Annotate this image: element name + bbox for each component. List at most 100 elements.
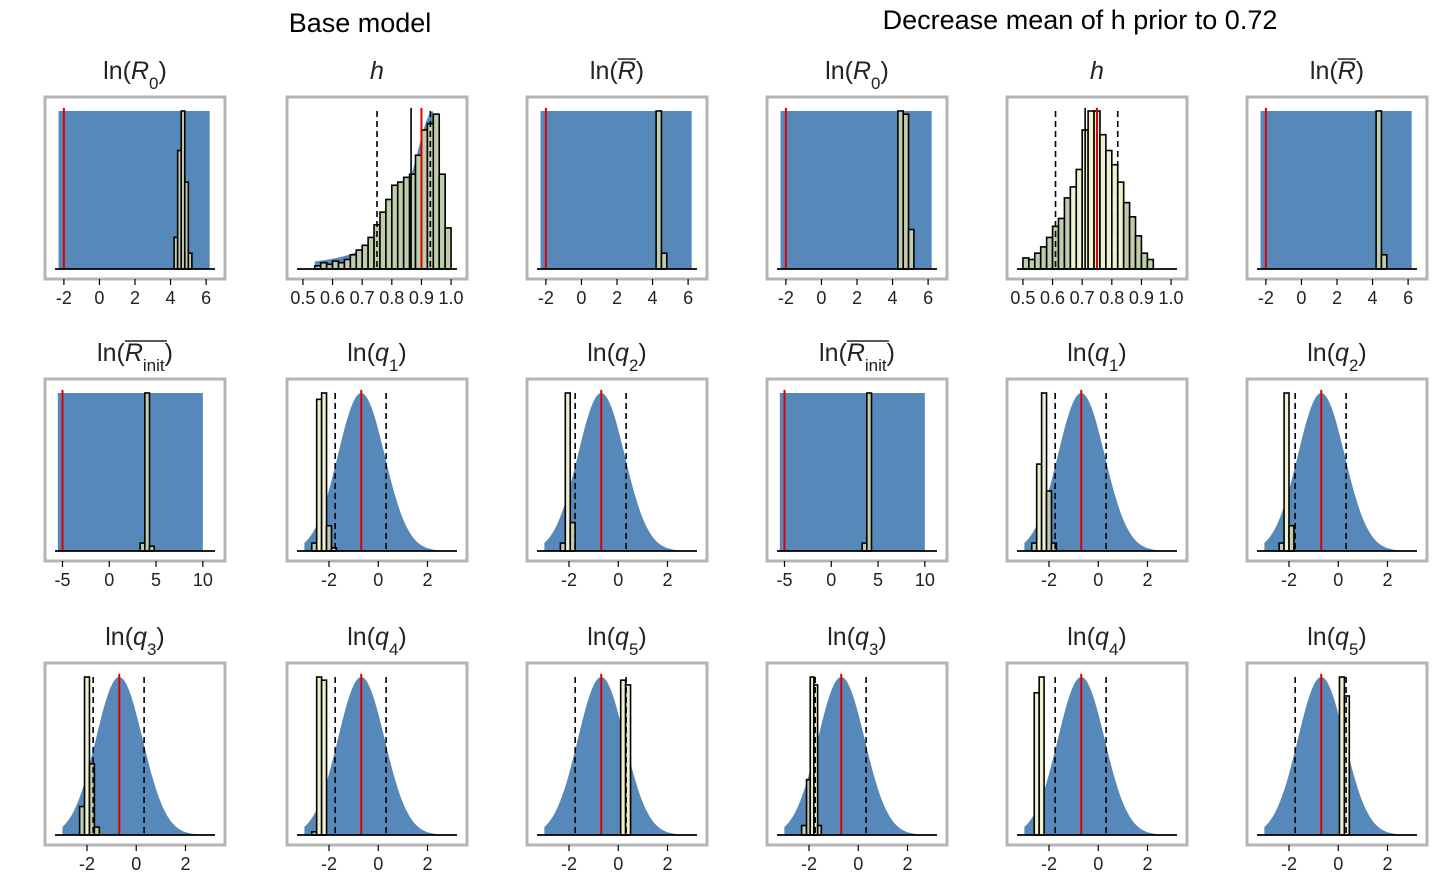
panel-title: ln(R0) (103, 57, 167, 93)
x-tick-label-0: -2 (1041, 570, 1057, 590)
panel-title: ln(Rinit) (819, 339, 895, 375)
x-tick-label-2: 2 (1382, 854, 1392, 874)
title-suffix: ) (159, 57, 167, 85)
x-tick-label-1: 0 (1093, 570, 1103, 590)
x-tick-label-0: -5 (776, 570, 792, 590)
x-tick-label-4: 0.9 (409, 288, 434, 308)
title-subscript: 4 (1109, 640, 1118, 659)
x-tick-label-4: 6 (201, 288, 211, 308)
title-subscript: 5 (629, 640, 638, 659)
title-prefix: ln( (347, 623, 375, 651)
panel-title: ln(q1) (1067, 339, 1127, 375)
panel-title: ln(q1) (347, 339, 407, 375)
title-prefix: ln( (590, 57, 618, 85)
x-tick-label-0: -2 (801, 854, 817, 874)
title-symbol: q (133, 623, 147, 651)
posterior-bar-5 (343, 258, 352, 270)
posterior-bar-21 (438, 173, 446, 270)
x-tick-label-1: 0.6 (1040, 288, 1065, 308)
posterior-bar-1 (1038, 676, 1045, 836)
posterior-bar-9 (1075, 168, 1083, 270)
title-prefix: ln( (105, 623, 133, 651)
posterior-bar-0 (1375, 110, 1383, 270)
prior-density (1024, 393, 1170, 551)
posterior-bar-1 (1380, 253, 1388, 270)
posterior-bar-4 (337, 261, 346, 270)
prior-density (544, 393, 690, 551)
x-tick-label-4: 6 (923, 288, 933, 308)
x-tick-label-4: 6 (683, 288, 693, 308)
title-symbol: h (1090, 57, 1104, 85)
posterior-bar-1 (1343, 695, 1351, 836)
x-tick-label-1: 0 (1093, 854, 1103, 874)
x-tick-label-1: 0 (576, 288, 586, 308)
posterior-bar-0 (897, 110, 905, 270)
panel-title: ln(q4) (347, 623, 407, 659)
posterior-bar-14 (1105, 149, 1113, 270)
title-subscript: 0 (149, 74, 158, 93)
posterior-bar-2 (1288, 524, 1295, 552)
x-tick-label-2: 5 (873, 570, 883, 590)
posterior-bar-2 (907, 228, 915, 270)
title-suffix: ) (165, 339, 173, 367)
posterior-bar-13 (1099, 133, 1107, 270)
title-symbol: q (375, 623, 389, 651)
panel-alt-lnR0: ln(R0)-2 0 2 4 6 (765, 57, 949, 308)
title-prefix: ln( (1310, 57, 1338, 85)
title-subscript: 1 (389, 356, 398, 375)
posterior-bar-0 (655, 110, 663, 270)
x-tick-label-2: 2 (852, 288, 862, 308)
posterior-bar-11 (1087, 110, 1095, 270)
x-tick-label-1: 0 (373, 570, 383, 590)
posterior-bar-3 (1039, 246, 1048, 270)
x-tick-label-4: 0.9 (1129, 288, 1154, 308)
x-tick-label-5: 1.0 (439, 288, 464, 308)
x-tick-label-1: 0 (373, 854, 383, 874)
panel-title: h (1090, 57, 1104, 85)
title-subscript: 2 (629, 356, 638, 375)
x-tick-label-3: 4 (648, 288, 658, 308)
x-tick-label-1: 0.6 (320, 288, 345, 308)
title-prefix: ln( (587, 339, 615, 367)
x-tick-label-3: 0.8 (1099, 288, 1124, 308)
posterior-bar-19 (1134, 235, 1143, 270)
title-subscript: 5 (1349, 640, 1358, 659)
x-tick-label-1: 0 (1333, 570, 1343, 590)
title-subscript: init (143, 356, 165, 375)
posterior-bar-1 (1028, 258, 1036, 270)
title-symbol: R (125, 339, 143, 367)
x-tick-label-2: 2 (1382, 570, 1392, 590)
prior-density (1264, 677, 1410, 835)
panel-base-h: h 0.5 0.6 0.7 0.8 0.9 1.0 (285, 57, 469, 308)
prior-density (62, 677, 208, 835)
panel-alt-lnq1: ln(q1) -2 0 2 (1005, 339, 1189, 590)
title-symbol: R (618, 57, 636, 85)
title-subscript: 0 (871, 74, 880, 93)
x-tick-label-0: -2 (1258, 288, 1274, 308)
x-tick-label-0: -5 (54, 570, 70, 590)
posterior-bar-9 (367, 236, 375, 270)
title-subscript: 4 (389, 640, 398, 659)
header-base-model: Base model (289, 8, 432, 38)
x-tick-label-0: -2 (778, 288, 794, 308)
posterior-bar-22 (444, 227, 452, 270)
title-suffix: ) (1118, 623, 1126, 651)
title-prefix: ln( (1307, 623, 1335, 651)
posterior-bar-1 (866, 392, 873, 552)
title-suffix: ) (881, 57, 889, 85)
panel-alt-lnq5: ln(q5) -2 0 2 (1245, 623, 1429, 874)
posterior-bar-1 (660, 252, 668, 270)
panel-title: ln(Rinit) (97, 339, 173, 375)
title-prefix: ln( (103, 57, 131, 85)
prior-area (779, 393, 925, 551)
panel-base-lnq5: ln(q5) -2 0 2 (525, 623, 709, 874)
title-suffix: ) (156, 623, 164, 651)
x-tick-label-3: 10 (193, 570, 213, 590)
panel-alt-lnRinit: ln(Rinit) -5 0 5 10 (765, 339, 949, 590)
posterior-bar-6 (349, 253, 358, 270)
x-tick-label-2: 2 (612, 288, 622, 308)
title-suffix: ) (636, 57, 644, 85)
title-suffix: ) (638, 339, 646, 367)
x-tick-label-1: 0 (1333, 854, 1343, 874)
title-subscript: 2 (1349, 356, 1358, 375)
